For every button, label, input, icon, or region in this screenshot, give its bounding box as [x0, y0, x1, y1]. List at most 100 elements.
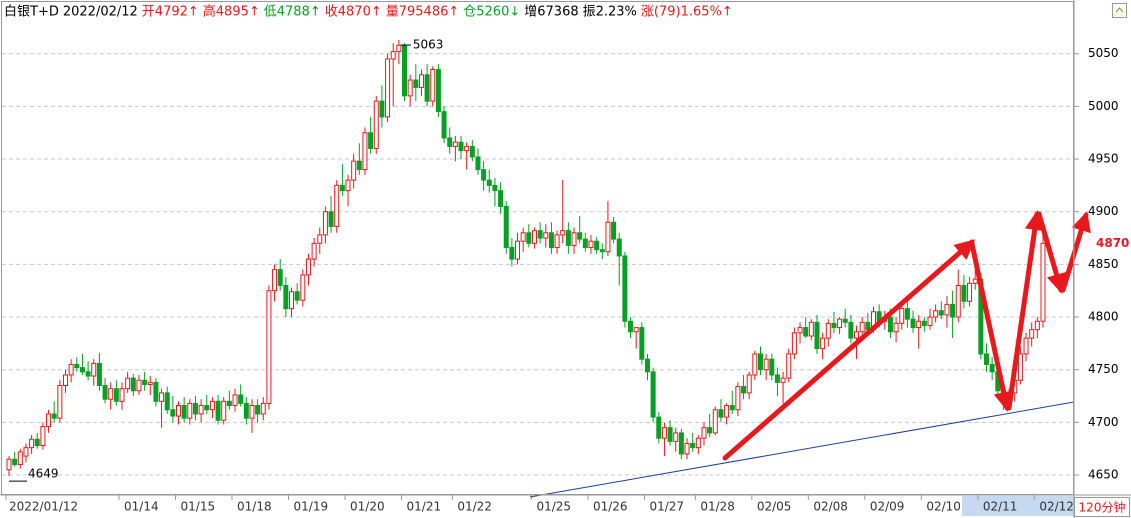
- candle-body: [741, 386, 747, 394]
- candle-body: [385, 58, 391, 118]
- x-tick-label: 01/21: [407, 500, 442, 514]
- candle-body: [548, 232, 554, 249]
- candle-body: [650, 371, 656, 418]
- last-price-label: 4870: [1096, 236, 1129, 250]
- candle-body: [916, 320, 922, 329]
- x-tick-label: 01/28: [700, 500, 735, 514]
- candle-body: [430, 69, 436, 102]
- header-item: 收4870↑: [325, 5, 382, 20]
- candle-body: [40, 426, 46, 447]
- candle-body: [481, 169, 487, 181]
- max-label: 5063: [413, 38, 444, 52]
- candle-body: [797, 327, 803, 334]
- x-tick-label: 02/08: [813, 500, 848, 514]
- candle-body: [458, 141, 464, 152]
- candle-body: [249, 405, 255, 419]
- candle-body: [983, 353, 989, 365]
- candle-body: [752, 353, 758, 376]
- candle-body: [644, 358, 650, 373]
- candle-body: [1029, 329, 1035, 339]
- candle-body: [413, 79, 419, 88]
- candle-body: [537, 230, 543, 239]
- candle-body: [989, 363, 995, 373]
- x-tick-label: 01/25: [536, 500, 571, 514]
- candle-body: [379, 100, 385, 118]
- x-tick-label: 02/11: [983, 500, 1018, 514]
- y-tick-label: 4750: [1088, 362, 1119, 376]
- candle-body: [543, 232, 549, 239]
- x-tick-label: 02/10: [926, 500, 961, 514]
- candle-body: [447, 137, 453, 147]
- candle-body: [910, 318, 916, 329]
- candle-body: [351, 160, 357, 181]
- candle-body: [159, 392, 165, 402]
- candle-body: [192, 402, 198, 415]
- candle-body: [967, 282, 973, 302]
- candle-body: [837, 318, 843, 329]
- candle-body: [961, 284, 967, 302]
- candle-body: [147, 381, 153, 385]
- candle-body: [339, 184, 345, 192]
- x-tick-label: 02/09: [870, 500, 905, 514]
- header-item: 白银T+D: [4, 4, 59, 20]
- candle-body: [424, 74, 430, 102]
- x-highlight: [962, 496, 1074, 516]
- candle-body: [899, 308, 905, 324]
- x-tick-label: 01/27: [649, 500, 684, 514]
- candle-body: [633, 327, 639, 333]
- y-tick-label: 4900: [1088, 204, 1119, 218]
- candle-body: [746, 374, 752, 394]
- arrow: [1036, 211, 1067, 294]
- corner-icon: [1115, 7, 1124, 13]
- candle-body: [108, 388, 114, 400]
- header-item: 振2.23%: [583, 5, 637, 20]
- candle-body: [396, 44, 402, 53]
- candle-body: [724, 405, 730, 418]
- candle-body: [317, 234, 323, 244]
- corner-button[interactable]: [1112, 3, 1127, 18]
- x-tick-label: 02/05: [757, 500, 792, 514]
- candle-body: [599, 249, 605, 253]
- x-tick-label: 01/14: [124, 500, 159, 514]
- candle-body: [605, 221, 611, 253]
- candle-body: [407, 79, 413, 97]
- x-tick-label: 01/15: [181, 500, 216, 514]
- candle-body: [283, 284, 289, 310]
- candle-body: [328, 211, 334, 227]
- candle-body: [102, 385, 108, 400]
- candle-body: [1034, 320, 1040, 331]
- candle-body: [113, 388, 119, 402]
- candle-body: [820, 337, 826, 350]
- candle-body: [63, 374, 69, 387]
- candle-body: [825, 322, 831, 339]
- candle-body: [176, 405, 182, 417]
- candle-body: [803, 327, 809, 337]
- candle-body: [865, 321, 871, 331]
- candle-body: [418, 74, 424, 88]
- candle-body: [136, 379, 142, 392]
- candle-body: [334, 184, 340, 227]
- x-tick-label: 2022/01/12: [9, 500, 78, 514]
- candle-body: [1023, 337, 1029, 355]
- candle-body: [780, 377, 786, 383]
- candle-body: [763, 358, 769, 371]
- candle-body: [170, 409, 176, 417]
- candles: [6, 40, 1046, 477]
- candle-body: [769, 358, 775, 376]
- candle-body: [204, 405, 210, 411]
- candle-body: [277, 269, 283, 286]
- candle-body: [119, 388, 125, 402]
- header-item: 涨(79)1.65%↑: [641, 5, 733, 20]
- candle-body: [554, 234, 560, 249]
- candle-body: [198, 405, 204, 415]
- header-item: 低4788↑: [264, 5, 321, 20]
- drawn-arrows: [722, 210, 1091, 461]
- candle-body: [718, 409, 724, 418]
- candle-body: [368, 132, 374, 150]
- candle-body: [469, 145, 475, 158]
- candle-body: [85, 371, 91, 377]
- candle-body: [678, 432, 684, 455]
- candle-body: [435, 69, 441, 113]
- candle-body: [786, 353, 792, 379]
